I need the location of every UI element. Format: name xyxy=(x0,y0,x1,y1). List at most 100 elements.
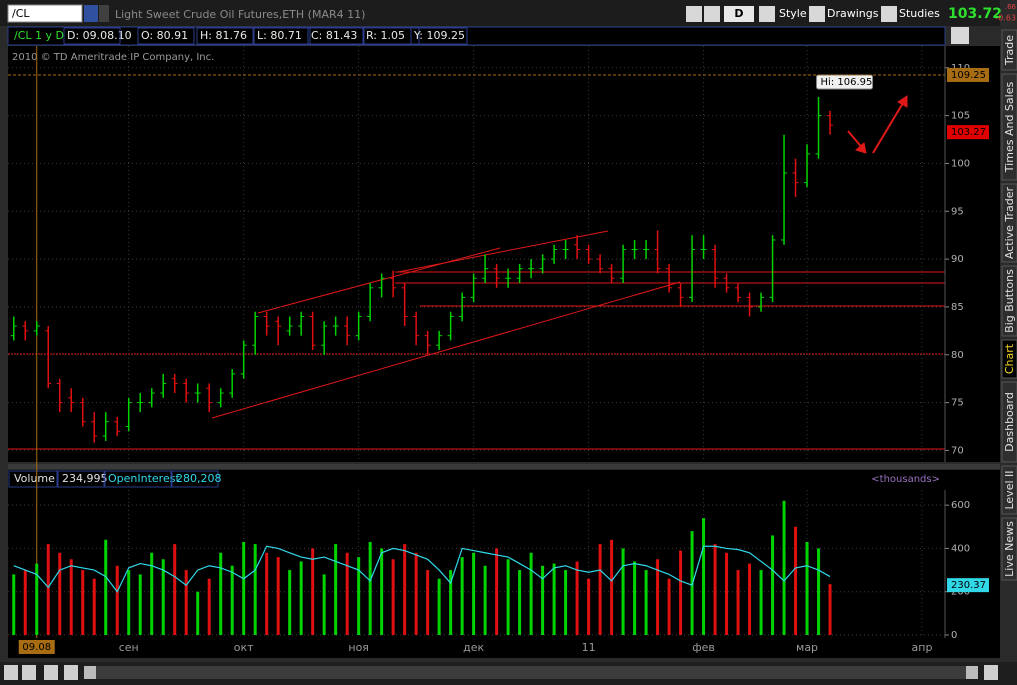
icon-button[interactable] xyxy=(44,665,58,680)
icon-button[interactable] xyxy=(64,665,78,680)
x-tick-label: 11 xyxy=(582,641,596,654)
chart-settings-button[interactable] xyxy=(951,27,969,44)
y-tick-label: 70 xyxy=(951,445,964,456)
volume-bar xyxy=(518,570,522,635)
symbol: /CL xyxy=(12,7,30,20)
last-price: 103.72 xyxy=(948,6,1002,22)
side-tab[interactable] xyxy=(1001,265,1017,337)
x-tick-label: окт xyxy=(234,641,254,654)
side-tab[interactable] xyxy=(1001,183,1017,263)
copyright: 2010 © TD Ameritrade IP Company, Inc. xyxy=(12,52,214,63)
side-tab[interactable] xyxy=(1001,339,1017,379)
volume-bar xyxy=(184,570,188,635)
oi-marker-box xyxy=(947,578,989,593)
volume-bar xyxy=(92,578,96,635)
volume-bar xyxy=(12,574,16,635)
scrollbar-track[interactable] xyxy=(84,666,978,679)
volume-bar xyxy=(759,570,763,635)
icon-button[interactable] xyxy=(4,665,18,680)
volume-bar xyxy=(115,565,119,635)
volume-bar xyxy=(138,574,142,635)
volume-bar xyxy=(690,531,694,635)
info-field: Y: 109.25 xyxy=(413,29,465,42)
icon-button[interactable] xyxy=(809,6,825,22)
info-field-box xyxy=(253,27,311,45)
volume-bar xyxy=(69,559,73,635)
symbol-dropdown[interactable] xyxy=(84,5,98,22)
info-field: R: 1.05 xyxy=(366,29,405,42)
link-button[interactable] xyxy=(99,5,109,22)
volume-bar xyxy=(610,539,614,635)
toolbar-button[interactable]: Studies xyxy=(899,7,940,20)
volume-bar xyxy=(322,574,326,635)
info-field-box xyxy=(63,27,121,45)
volume-bar xyxy=(736,570,740,635)
volume-bar xyxy=(380,548,384,635)
volume-bar xyxy=(127,570,131,635)
side-tab[interactable] xyxy=(1001,465,1017,515)
x-tick-label: фев xyxy=(692,641,715,654)
volume-bar xyxy=(35,563,39,635)
volume-bar xyxy=(437,578,441,635)
info-field-box xyxy=(137,27,195,45)
plot: сен окт ноя дек 11 фев мар апр 70 75 80 85 90 95 100 10… xyxy=(8,46,989,654)
side-tab-label: Times And Sales xyxy=(1003,82,1016,174)
icon-button[interactable] xyxy=(759,6,775,22)
y-tick-label: 95 xyxy=(951,206,964,217)
volume-bar xyxy=(368,541,372,635)
symbol-input[interactable] xyxy=(7,4,83,23)
side-tab-label: Dashboard xyxy=(1003,392,1016,452)
side-tab[interactable] xyxy=(1001,381,1017,463)
aggregation: D xyxy=(734,7,743,20)
price-pane xyxy=(8,46,1000,462)
volume-bar xyxy=(805,541,809,635)
x-tick-label: мар xyxy=(796,641,818,654)
aggregation-button[interactable] xyxy=(724,6,754,22)
cursor-box xyxy=(18,640,55,654)
volume-bar xyxy=(771,535,775,635)
icon-button[interactable] xyxy=(704,6,720,22)
y-tick-label: 400 xyxy=(951,543,970,554)
scroll-left[interactable] xyxy=(84,666,96,679)
volume-bar xyxy=(656,559,660,635)
oi-line xyxy=(13,545,831,593)
icon-button[interactable] xyxy=(984,665,998,680)
side-tab-label: Live News xyxy=(1003,521,1016,577)
volume-bar xyxy=(495,548,499,635)
volume-bar xyxy=(334,544,338,635)
volume-bar xyxy=(564,570,568,635)
volume-bar xyxy=(483,565,487,635)
side-tab[interactable] xyxy=(1001,29,1017,71)
volume-bar xyxy=(541,565,545,635)
volume-bar xyxy=(426,570,430,635)
price-marker: 109.25 xyxy=(951,70,986,81)
oi-value: 280,208 xyxy=(176,472,222,485)
volume-bar xyxy=(23,570,27,635)
toolbar-button[interactable]: Drawings xyxy=(827,7,879,20)
icon-button[interactable] xyxy=(881,6,897,22)
icon-button[interactable] xyxy=(22,665,36,680)
info-field: O: 80.91 xyxy=(141,29,188,42)
volume-bar xyxy=(679,550,683,635)
label-box xyxy=(57,470,105,488)
side-tab[interactable] xyxy=(1001,73,1017,181)
x-tick-label: дек xyxy=(463,641,484,654)
side-tab[interactable] xyxy=(1001,517,1017,581)
volume-bar xyxy=(230,565,234,635)
volume-bar xyxy=(403,544,407,635)
volume-bar xyxy=(702,518,706,635)
volume-bar xyxy=(817,548,821,635)
oi-marker: 230.37 xyxy=(951,580,986,591)
info-field: C: 81.43 xyxy=(311,29,357,42)
info-field-box xyxy=(362,27,420,45)
icon-button[interactable] xyxy=(686,6,702,22)
scroll-right[interactable] xyxy=(966,666,978,679)
arrow-head xyxy=(897,95,908,108)
trend-line xyxy=(397,230,609,273)
x-tick-label: апр xyxy=(912,641,933,654)
label-box xyxy=(171,470,219,488)
side-tab-label: Trade xyxy=(1003,35,1016,66)
y-tick-label: 80 xyxy=(951,350,964,361)
toolbar-button[interactable]: Style xyxy=(779,7,807,20)
